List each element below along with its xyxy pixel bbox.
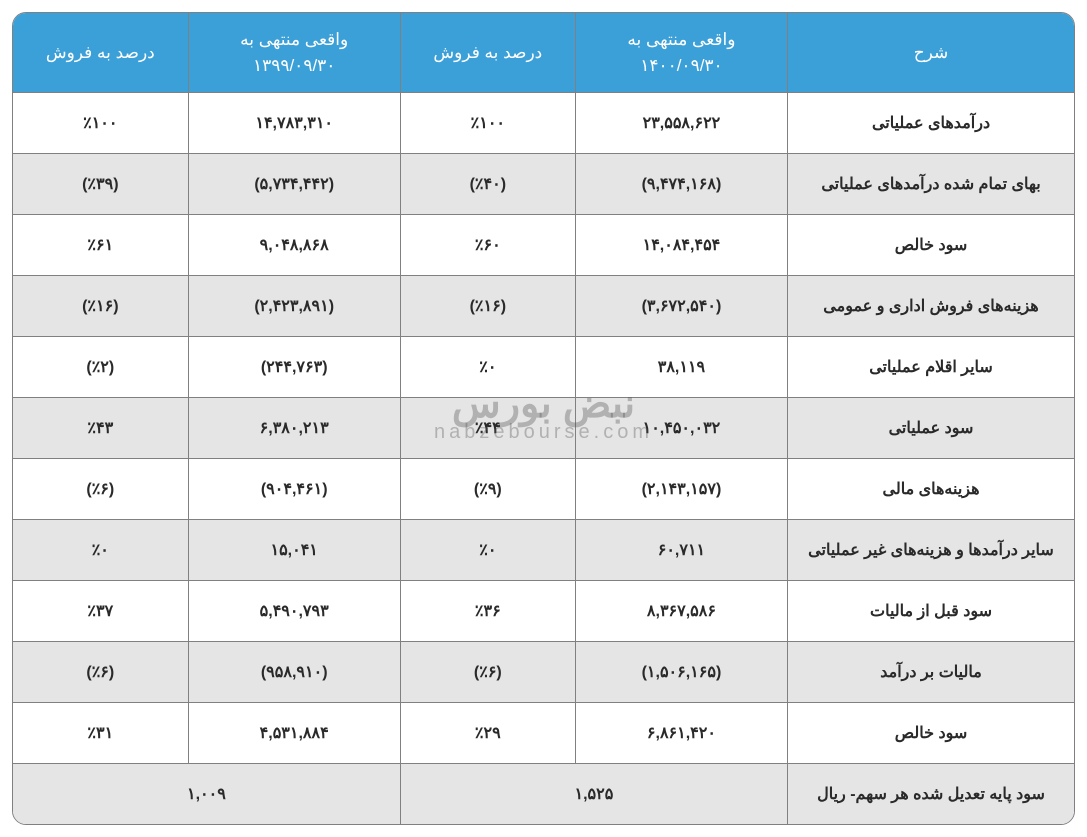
header-row: شرح واقعی منتهی به۱۴۰۰/۰۹/۳۰ درصد به فرو… [13, 13, 1074, 93]
cell-value_1400: ۱۰,۴۵۰,۰۳۲ [575, 398, 787, 459]
cell-pct_1400: ٪۳۶ [400, 581, 575, 642]
cell-value_1400: ۲۳,۵۵۸,۶۲۲ [575, 93, 787, 154]
cell-pct_1400: ٪۴۴ [400, 398, 575, 459]
table-row: سود قبل از مالیات۸,۳۶۷,۵۸۶٪۳۶۵,۴۹۰,۷۹۳٪۳… [13, 581, 1074, 642]
cell-description: هزینه‌های فروش اداری و عمومی [788, 276, 1074, 337]
cell-pct_1400: (٪۱۶) [400, 276, 575, 337]
cell-value_1399: ۵,۴۹۰,۷۹۳ [188, 581, 400, 642]
cell-pct_1399: ٪۳۷ [13, 581, 188, 642]
cell-description: سود قبل از مالیات [788, 581, 1074, 642]
header-value-1400: واقعی منتهی به۱۴۰۰/۰۹/۳۰ [575, 13, 787, 93]
header-description: شرح [788, 13, 1074, 93]
cell-value_1399: (۵,۷۳۴,۴۴۲) [188, 154, 400, 215]
financial-table: شرح واقعی منتهی به۱۴۰۰/۰۹/۳۰ درصد به فرو… [13, 13, 1074, 824]
header-value-1399: واقعی منتهی به۱۳۹۹/۰۹/۳۰ [188, 13, 400, 93]
cell-pct_1399: (٪۳۹) [13, 154, 188, 215]
cell-value_1400: (۱,۵۰۶,۱۶۵) [575, 642, 787, 703]
cell-pct_1399: ٪۴۳ [13, 398, 188, 459]
table-row: سایر اقلام عملیاتی۳۸,۱۱۹٪۰(۲۴۴,۷۶۳)(٪۲) [13, 337, 1074, 398]
cell-value_1399: (۲,۴۲۳,۸۹۱) [188, 276, 400, 337]
cell-pct_1400: ٪۱۰۰ [400, 93, 575, 154]
table-row: درآمدهای عملیاتی۲۳,۵۵۸,۶۲۲٪۱۰۰۱۴,۷۸۳,۳۱۰… [13, 93, 1074, 154]
cell-value_1399: ۴,۵۳۱,۸۸۴ [188, 703, 400, 764]
cell-description: سود خالص [788, 215, 1074, 276]
cell-pct_1399: ٪۳۱ [13, 703, 188, 764]
cell-pct_1400: (٪۴۰) [400, 154, 575, 215]
cell-pct_1400: ٪۲۹ [400, 703, 575, 764]
cell-description: بهای تمام شده درآمدهای عملیاتی [788, 154, 1074, 215]
cell-pct_1399: ٪۶۱ [13, 215, 188, 276]
cell-value_1399: ۹,۰۴۸,۸۶۸ [188, 215, 400, 276]
table-row: هزینه‌های مالی(۲,۱۴۳,۱۵۷)(٪۹)(۹۰۴,۴۶۱)(٪… [13, 459, 1074, 520]
cell-description: درآمدهای عملیاتی [788, 93, 1074, 154]
table-row: سود خالص۱۴,۰۸۴,۴۵۴٪۶۰۹,۰۴۸,۸۶۸٪۶۱ [13, 215, 1074, 276]
cell-description: سود خالص [788, 703, 1074, 764]
header-pct-1400: درصد به فروش [400, 13, 575, 93]
cell-pct_1399: ٪۰ [13, 520, 188, 581]
table-row: هزینه‌های فروش اداری و عمومی(۳,۶۷۲,۵۴۰)(… [13, 276, 1074, 337]
cell-pct_1399: (٪۲) [13, 337, 188, 398]
cell-value_1400: ۶,۸۶۱,۴۲۰ [575, 703, 787, 764]
cell-value_1399: (۹۰۴,۴۶۱) [188, 459, 400, 520]
cell-pct_1400: ٪۶۰ [400, 215, 575, 276]
table-row: سود عملیاتی۱۰,۴۵۰,۰۳۲٪۴۴۶,۳۸۰,۲۱۳٪۴۳ [13, 398, 1074, 459]
cell-value_1399: (۲۴۴,۷۶۳) [188, 337, 400, 398]
footer-row: سود پایه تعدیل شده هر سهم- ریال۱,۵۲۵۱,۰۰… [13, 764, 1074, 825]
cell-value_1399: ۶,۳۸۰,۲۱۳ [188, 398, 400, 459]
cell-pct_1400: (٪۹) [400, 459, 575, 520]
financial-table-container: شرح واقعی منتهی به۱۴۰۰/۰۹/۳۰ درصد به فرو… [12, 12, 1075, 825]
cell-pct_1400: ٪۰ [400, 337, 575, 398]
cell-value_1399: ۱۴,۷۸۳,۳۱۰ [188, 93, 400, 154]
cell-value_1400: (۳,۶۷۲,۵۴۰) [575, 276, 787, 337]
cell-description: سایر درآمدها و هزینه‌های غیر عملیاتی [788, 520, 1074, 581]
cell-value_1399: ۱۵,۰۴۱ [188, 520, 400, 581]
cell-value_1400: ۱۴,۰۸۴,۴۵۴ [575, 215, 787, 276]
cell-value_1400: (۹,۴۷۴,۱۶۸) [575, 154, 787, 215]
table-row: سایر درآمدها و هزینه‌های غیر عملیاتی۶۰,۷… [13, 520, 1074, 581]
cell-pct_1400: (٪۶) [400, 642, 575, 703]
footer-description: سود پایه تعدیل شده هر سهم- ریال [788, 764, 1074, 825]
cell-pct_1400: ٪۰ [400, 520, 575, 581]
cell-value_1400: ۶۰,۷۱۱ [575, 520, 787, 581]
cell-pct_1399: (٪۶) [13, 642, 188, 703]
cell-value_1400: (۲,۱۴۳,۱۵۷) [575, 459, 787, 520]
header-pct-1399: درصد به فروش [13, 13, 188, 93]
cell-pct_1399: (٪۱۶) [13, 276, 188, 337]
cell-value_1399: (۹۵۸,۹۱۰) [188, 642, 400, 703]
footer-value-1400: ۱,۵۲۵ [400, 764, 787, 825]
table-row: بهای تمام شده درآمدهای عملیاتی(۹,۴۷۴,۱۶۸… [13, 154, 1074, 215]
cell-description: سود عملیاتی [788, 398, 1074, 459]
cell-pct_1399: (٪۶) [13, 459, 188, 520]
cell-value_1400: ۳۸,۱۱۹ [575, 337, 787, 398]
cell-description: هزینه‌های مالی [788, 459, 1074, 520]
cell-pct_1399: ٪۱۰۰ [13, 93, 188, 154]
table-row: سود خالص۶,۸۶۱,۴۲۰٪۲۹۴,۵۳۱,۸۸۴٪۳۱ [13, 703, 1074, 764]
cell-value_1400: ۸,۳۶۷,۵۸۶ [575, 581, 787, 642]
footer-value-1399: ۱,۰۰۹ [13, 764, 400, 825]
cell-description: سایر اقلام عملیاتی [788, 337, 1074, 398]
table-row: مالیات بر درآمد(۱,۵۰۶,۱۶۵)(٪۶)(۹۵۸,۹۱۰)(… [13, 642, 1074, 703]
cell-description: مالیات بر درآمد [788, 642, 1074, 703]
